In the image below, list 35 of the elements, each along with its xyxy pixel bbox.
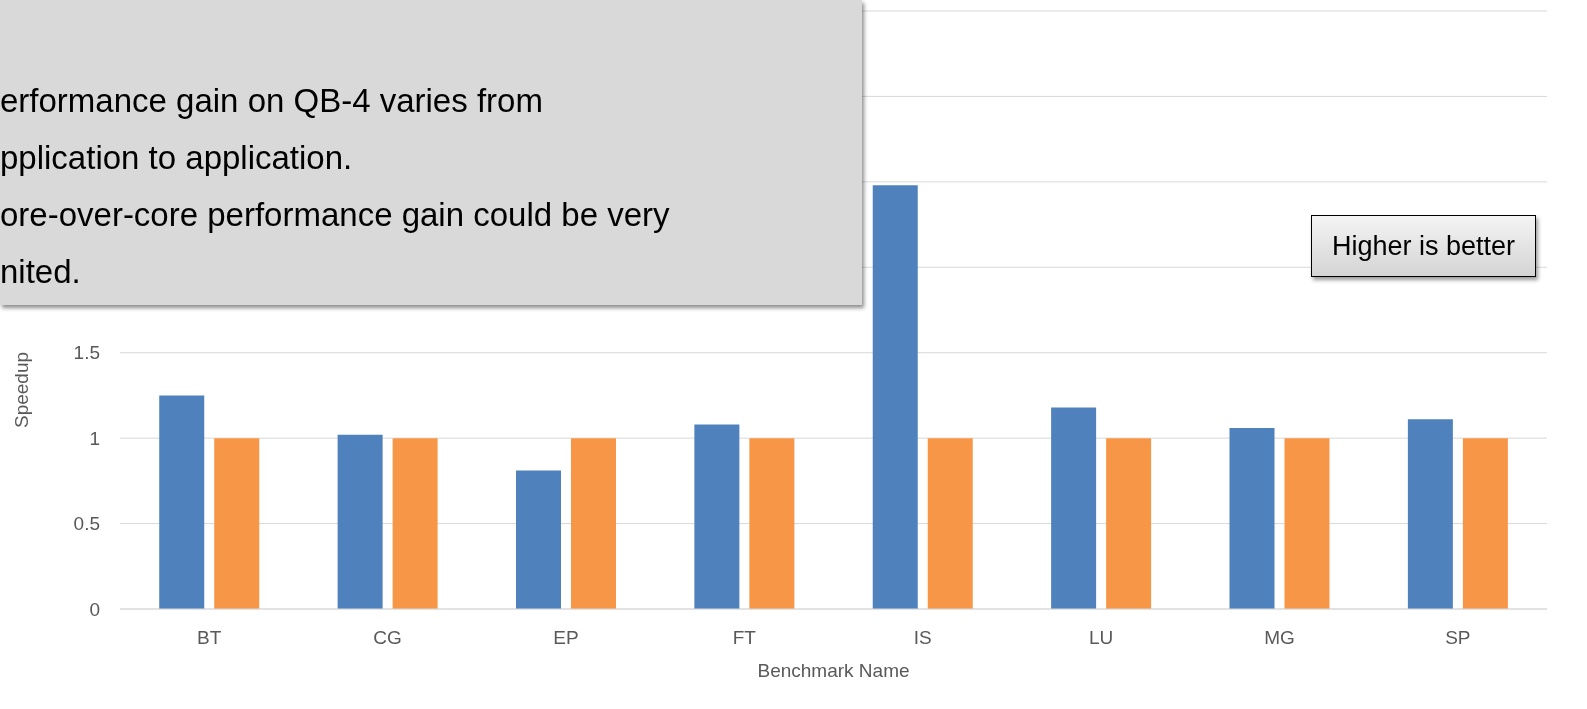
bar xyxy=(1229,427,1275,609)
y-tick-label: 0 xyxy=(89,598,100,620)
bar xyxy=(515,470,561,609)
x-tick-label: CG xyxy=(373,627,402,649)
x-tick-label: IS xyxy=(913,627,932,649)
x-tick-label: BT xyxy=(197,627,222,649)
bar xyxy=(872,185,918,609)
bar xyxy=(214,438,260,609)
bar xyxy=(159,395,205,609)
annotation: erformance gain on QB-4 varies from xyxy=(0,81,544,121)
bar xyxy=(1462,438,1508,609)
bar xyxy=(1407,419,1453,609)
annotation: pplication to application. xyxy=(0,138,354,178)
bar xyxy=(927,438,973,609)
y-tick-label: 0.5 xyxy=(73,513,100,535)
x-axis-title: Benchmark Name xyxy=(757,660,910,681)
y-axis-title: Speedup xyxy=(11,351,33,429)
annotation: Higher is better xyxy=(1311,215,1537,277)
bar xyxy=(392,438,438,609)
bar xyxy=(1284,438,1330,609)
x-tick-label: MG xyxy=(1264,627,1295,649)
bar xyxy=(694,424,740,609)
bar xyxy=(749,438,795,609)
x-tick-label: EP xyxy=(553,627,579,649)
bar xyxy=(337,434,383,609)
bar xyxy=(1051,407,1097,609)
annotation: ore-over-core performance gain could be very xyxy=(0,195,670,235)
bar xyxy=(570,438,616,609)
bar xyxy=(1106,438,1152,609)
x-tick-label: FT xyxy=(732,627,757,649)
y-tick-label: 1.5 xyxy=(73,342,100,364)
y-tick-label: 1 xyxy=(89,427,100,449)
x-tick-label: LU xyxy=(1088,627,1114,649)
text-panel: erformance gain on QB-4 varies from pplication to application. ore-over-core performance gain could be very nited. xyxy=(0,0,862,305)
x-tick-label: SP xyxy=(1445,627,1471,649)
